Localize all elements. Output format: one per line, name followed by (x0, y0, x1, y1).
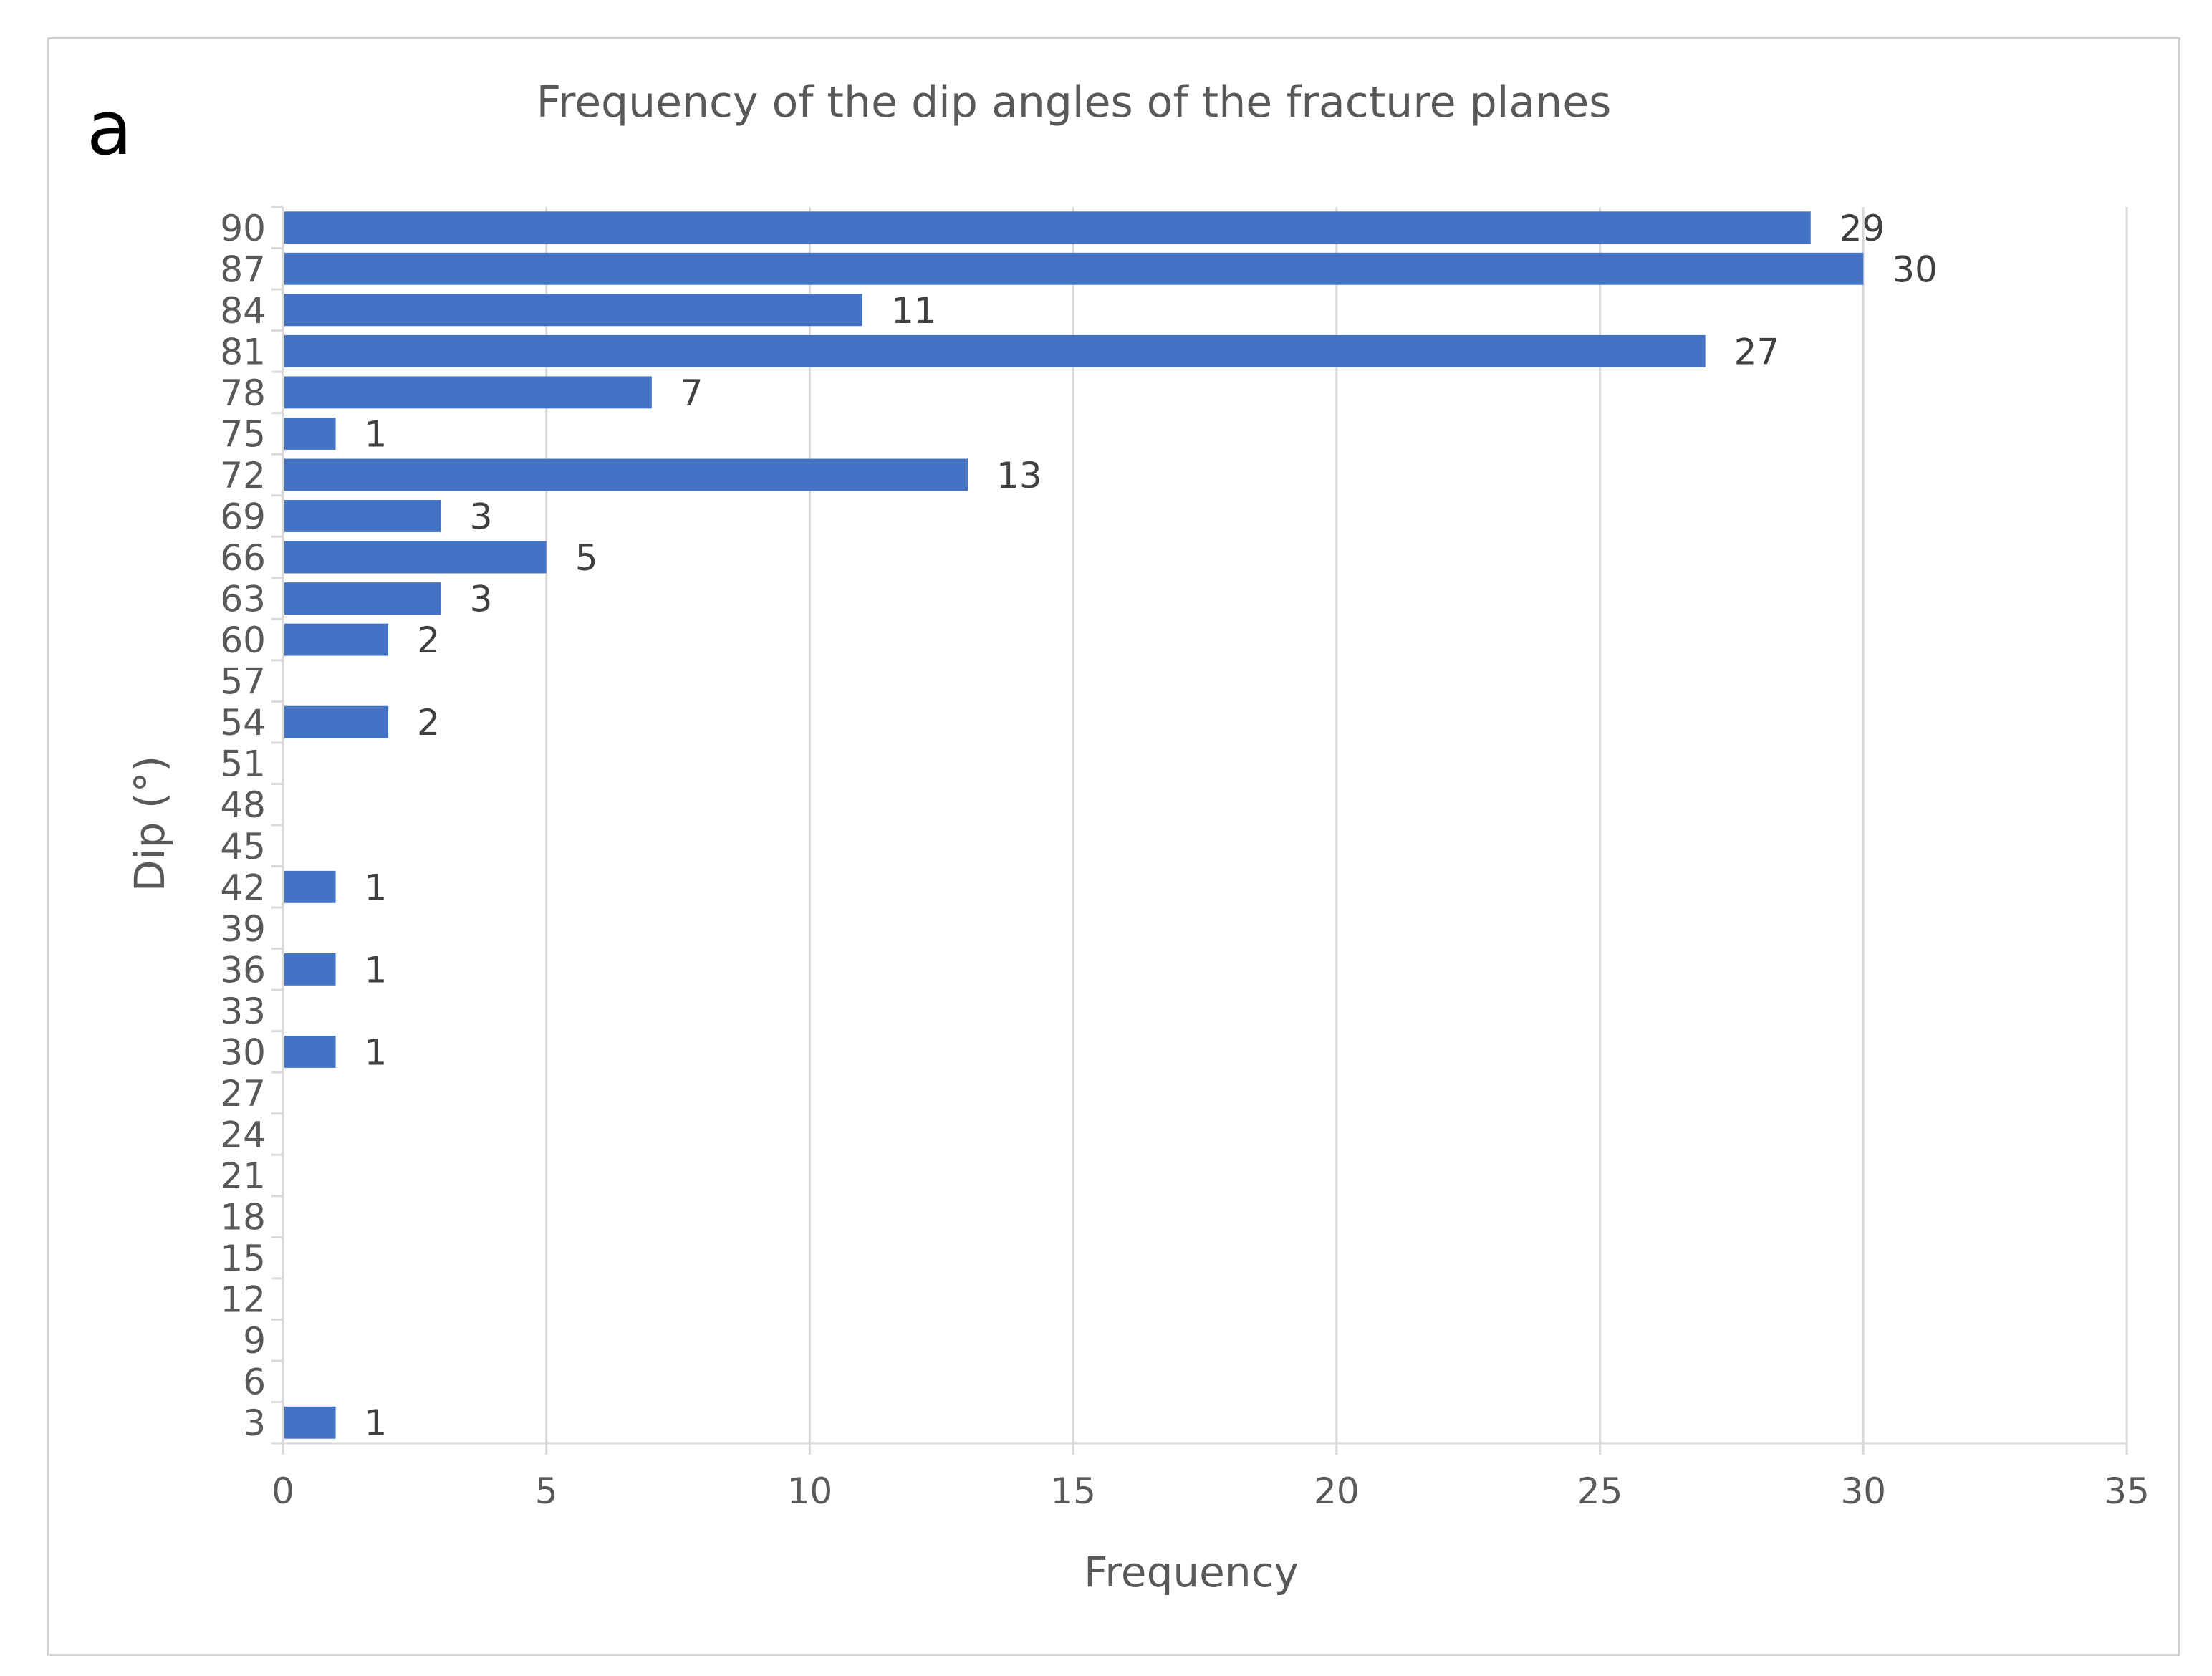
x-tick-label: 10 (787, 1470, 833, 1512)
bar-dip-3 (284, 1406, 336, 1439)
y-axis-title: Dip (°) (125, 756, 174, 892)
data-label-dip-87: 30 (1892, 249, 1938, 290)
bar-dip-75 (284, 417, 336, 450)
y-tick-label: 81 (220, 331, 266, 372)
gridlines (282, 207, 2128, 1445)
y-tick-label: 42 (220, 867, 266, 908)
bar-dip-78 (284, 376, 652, 409)
y-tick-label: 48 (220, 784, 266, 826)
y-tick-label: 60 (220, 620, 266, 661)
x-tick-label: 35 (2104, 1470, 2150, 1512)
x-axis-title: Frequency (1084, 1548, 1299, 1596)
panel-label: a (87, 85, 133, 172)
x-axis-ticks: 0 5 10 15 20 25 30 35 (271, 1443, 2150, 1512)
data-label-dip-30: 1 (365, 1031, 388, 1073)
data-label-dip-78: 7 (681, 372, 703, 414)
y-tick-label: 33 (220, 991, 266, 1032)
y-tick-label: 84 (220, 290, 266, 332)
x-tick-label: 30 (1840, 1470, 1886, 1512)
data-label-dip-90: 29 (1840, 208, 1885, 249)
data-label-dip-69: 3 (470, 496, 493, 538)
data-label-dip-84: 11 (891, 290, 937, 332)
y-tick-label: 51 (220, 743, 266, 785)
data-label-dip-42: 1 (365, 867, 388, 908)
bar-dip-42 (284, 870, 336, 903)
bar-dip-30 (284, 1035, 336, 1068)
y-tick-label: 72 (220, 455, 266, 496)
y-tick-label: 27 (220, 1073, 266, 1114)
y-tick-label: 3 (243, 1402, 266, 1444)
bar-dip-90 (284, 211, 1811, 244)
bar-dip-63 (284, 582, 441, 615)
bar-dip-69 (284, 500, 441, 532)
y-tick-label: 6 (243, 1362, 266, 1403)
y-tick-label: 21 (220, 1155, 266, 1197)
y-tick-label: 78 (220, 372, 266, 414)
y-tick-label: 45 (220, 826, 266, 867)
y-tick-label: 90 (220, 208, 266, 249)
y-tick-label: 12 (220, 1279, 266, 1321)
y-tick-label: 66 (220, 537, 266, 579)
y-tick-label: 87 (220, 249, 266, 290)
y-tick-label: 39 (220, 908, 266, 950)
bar-dip-60 (284, 623, 389, 656)
data-label-dip-81: 27 (1734, 331, 1780, 372)
x-tick-label: 0 (271, 1470, 294, 1512)
y-tick-label: 24 (220, 1114, 266, 1156)
x-tick-label: 25 (1577, 1470, 1623, 1512)
bars (284, 211, 1864, 1439)
x-tick-label: 5 (535, 1470, 558, 1512)
bar-dip-54 (284, 705, 389, 738)
data-label-dip-54: 2 (417, 702, 440, 743)
y-tick-label: 75 (220, 413, 266, 455)
chart-title: Frequency of the dip angles of the fract… (537, 77, 1612, 127)
data-label-dip-66: 5 (575, 537, 598, 579)
data-label-dip-72: 13 (996, 455, 1042, 496)
y-tick-label: 18 (220, 1197, 266, 1238)
y-tick-label: 30 (220, 1031, 266, 1073)
chart-frame: a Frequency of the dip angles of the fra… (47, 37, 2180, 1656)
data-label-dip-3: 1 (365, 1402, 388, 1444)
y-tick-label: 36 (220, 949, 266, 991)
bar-dip-87 (284, 252, 1864, 285)
y-tick-label: 57 (220, 661, 266, 703)
y-tick-label: 9 (243, 1320, 266, 1362)
data-label-dip-36: 1 (365, 949, 388, 991)
data-label-dip-60: 2 (417, 620, 440, 661)
y-tick-label: 63 (220, 579, 266, 620)
x-tick-label: 20 (1314, 1470, 1360, 1512)
x-tick-label: 15 (1050, 1470, 1096, 1512)
bar-dip-72 (284, 458, 968, 491)
y-axis-ticks: 9087848178757269666360575451484542393633… (220, 206, 283, 1445)
y-tick-label: 69 (220, 496, 266, 538)
data-label-dip-75: 1 (365, 413, 388, 455)
bar-dip-66 (284, 541, 547, 574)
y-tick-label: 15 (220, 1238, 266, 1279)
bar-dip-84 (284, 294, 862, 327)
bar-chart: a Frequency of the dip angles of the fra… (87, 77, 2150, 1596)
y-tick-label: 54 (220, 702, 266, 743)
bar-dip-36 (284, 953, 336, 986)
bar-dip-81 (284, 334, 1706, 367)
data-label-dip-63: 3 (470, 579, 493, 620)
